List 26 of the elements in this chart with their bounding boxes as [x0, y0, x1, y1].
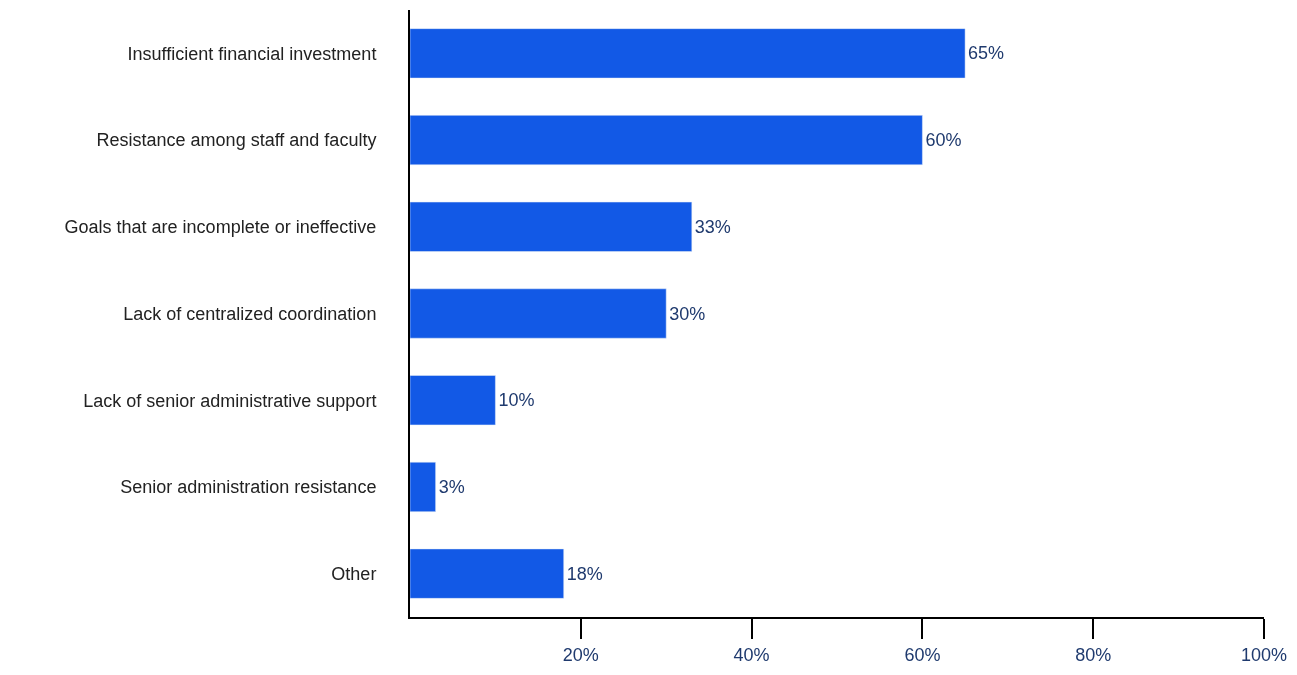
y-tick-label: Insufficient financial investment — [127, 43, 377, 64]
data-label: 33% — [694, 216, 731, 237]
x-tick-label: 60% — [904, 644, 941, 665]
data-label: 65% — [968, 43, 1005, 64]
y-tick-label: Goals that are incomplete or ineffective — [64, 217, 377, 238]
y-tick-label: Lack of centralized coordination — [123, 303, 377, 324]
data-label: 18% — [566, 563, 603, 584]
y-tick-label: Other — [331, 563, 377, 584]
bar — [410, 461, 436, 512]
data-label: 3% — [438, 476, 465, 497]
x-tick-label: 40% — [733, 644, 770, 665]
y-tick-label: Lack of senior administrative support — [83, 390, 377, 411]
data-label: 30% — [669, 303, 706, 324]
x-tick-label: 20% — [562, 644, 599, 665]
data-label: 60% — [925, 130, 962, 151]
bar — [410, 375, 496, 426]
y-tick-label: Senior administration resistance — [120, 477, 377, 498]
x-tick-label: 100% — [1240, 644, 1288, 665]
x-tick-label: 80% — [1075, 644, 1112, 665]
bar — [410, 201, 693, 252]
y-tick-label: Resistance among staff and faculty — [96, 130, 377, 151]
bar — [410, 115, 923, 166]
bar — [410, 28, 966, 79]
bar — [410, 288, 667, 339]
bar — [410, 548, 564, 599]
data-label: 10% — [498, 390, 535, 411]
